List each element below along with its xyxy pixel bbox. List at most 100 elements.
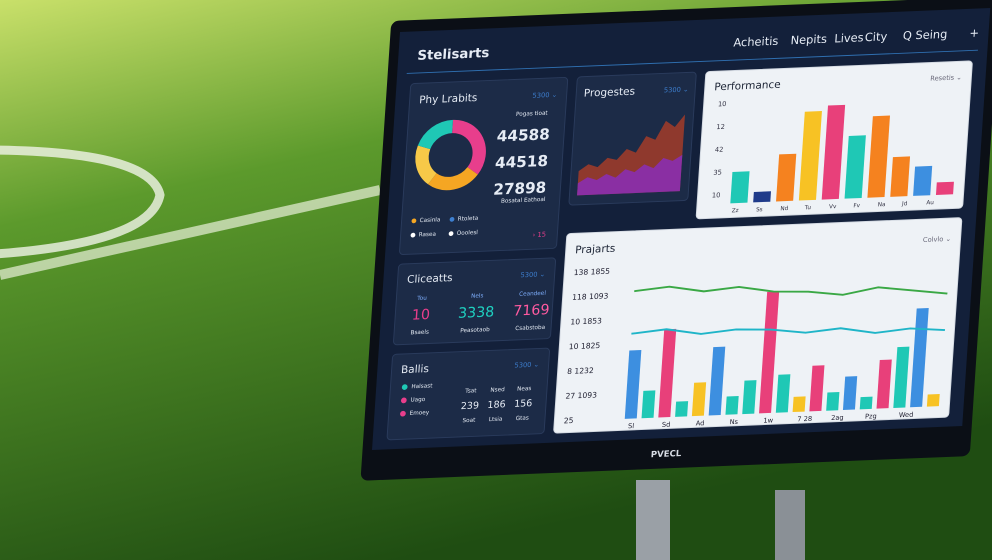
note: Pogas tloat [516,111,549,118]
x-tick-label: Sl [628,422,635,430]
sub-label: Gtas [515,416,529,423]
bar [809,365,825,412]
y-tick-label: 10 1853 [570,316,602,326]
bar [708,346,726,416]
bar [725,396,739,415]
sub-label: Peasotaob [460,327,490,334]
legend-dot [400,410,406,417]
panel [553,217,963,434]
label: Tsat [464,388,477,395]
x-tick-label: Pzg [865,412,877,420]
legend-label: Rasea [418,232,436,239]
y-tick-label: 10 [718,100,727,108]
nav-item: Q Seing [902,27,947,43]
legend-dot [401,384,408,390]
value: 186 [487,399,506,411]
x-tick-label: Na [877,202,885,208]
sub-label: Csabstoba [515,325,545,332]
area [577,154,683,196]
bar [890,156,911,197]
value: 10 [411,307,430,324]
panel-title: Ballis [401,363,430,376]
label: Neas [517,386,532,393]
link: › 15 [532,231,546,240]
sub-label: Bsaels [410,330,429,337]
bar [742,380,757,415]
panel-tag: 5300 ⌄ [514,361,539,370]
bar [926,393,940,407]
x-tick-label: Ns [729,418,739,426]
bar [759,291,780,414]
x-tick-label: 1w [763,416,774,424]
button: Resetis ⌄ [930,73,962,82]
bar [624,349,642,419]
stat: 27898 [493,179,547,199]
bar [826,391,840,411]
field-line [0,185,382,280]
stat: 44518 [494,152,548,172]
legend-label: Rtoleta [457,216,478,223]
bar [876,359,892,409]
legend-label: Uago [410,397,426,404]
legend-label: Casinla [419,217,440,224]
legend-dot [449,216,455,222]
bar [792,396,806,413]
x-tick-label: Vv [829,204,837,210]
monitor: Stelisarts Acheitis Nepits Lives City Q Seing… [360,0,992,481]
panel-title: Progestes [583,86,635,100]
divider [406,49,978,74]
bar [658,328,677,418]
field-line [0,145,165,259]
panel-tag: 5300 ⌄ [520,270,545,279]
line [631,327,946,335]
x-tick-label: Zz [731,208,738,214]
y-tick-label: 42 [715,146,724,154]
bar [775,374,791,413]
nav-item: Acheitis [733,34,779,50]
sub-label: Ltsia [489,417,503,424]
label: Nsed [490,387,505,394]
y-tick-label: 27 1093 [565,390,597,400]
bar [730,171,750,204]
bar [859,396,873,410]
panel-title: Performance [714,79,781,94]
label: Nels [471,293,484,299]
logo: Stelisarts [417,46,490,64]
y-tick-label: 25 [564,416,574,425]
stand [636,480,670,560]
nav-item: Lives [834,30,864,45]
note: Bosatal Eathoal [501,197,546,205]
x-tick-label: Sd [662,421,671,429]
panel-title: Cliceatts [407,272,453,286]
value: 3338 [457,304,494,321]
legend-dot [411,218,417,224]
x-tick-label: Ad [695,419,704,427]
stand [775,490,805,560]
bar [641,390,656,419]
x-tick-label: 7 28 [797,415,812,424]
button: Colvlo ⌄ [923,235,952,244]
legend-label: Halsast [411,383,433,390]
x-tick-label: Au [926,200,934,206]
x-tick-label: Fv [853,203,861,209]
legend-dot [448,231,454,236]
x-tick-label: Ss [756,207,763,213]
y-tick-label: 35 [713,168,722,176]
legend-label: Emoey [409,410,430,417]
donut-segment [428,166,478,191]
panel-title: Phy Lrabits [419,92,478,106]
stat: 44588 [496,125,550,145]
label: Ceandeel [519,291,547,298]
bar [867,115,890,198]
bar [893,346,910,408]
panel [399,76,569,255]
bar [753,191,772,203]
value: 7169 [513,302,550,319]
panel [393,257,557,346]
bar [844,135,866,199]
panel-tag: 5300 ⌄ [664,85,689,94]
bar [798,111,822,201]
line [634,285,948,296]
bar [821,104,846,200]
